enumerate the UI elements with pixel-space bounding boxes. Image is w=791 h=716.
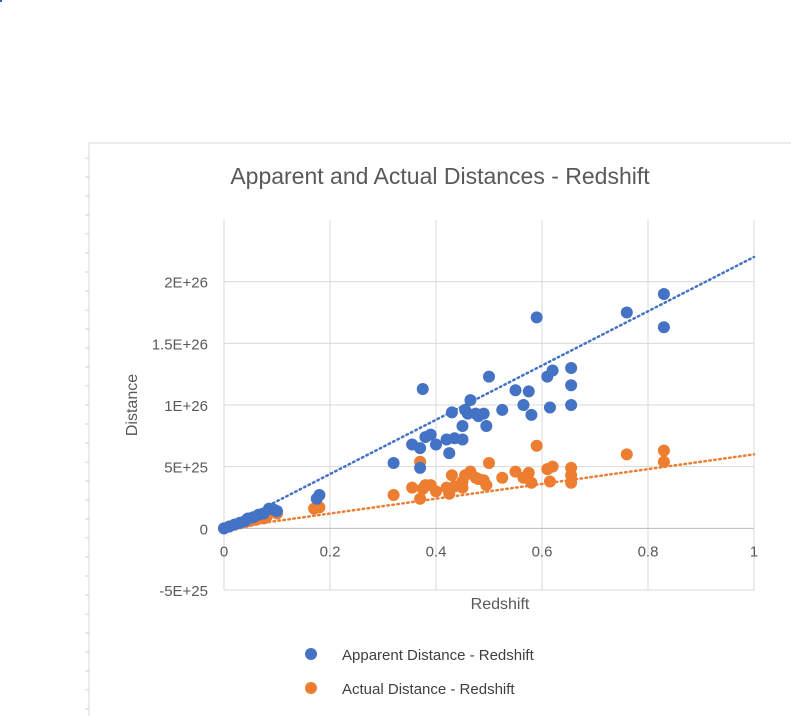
legend-swatch-actual	[305, 682, 317, 694]
data-point	[271, 505, 283, 518]
y-tick-label: 0	[200, 521, 208, 538]
x-axis-title: Redshift	[471, 596, 530, 613]
y-axis-tick-labels: -5E+25 0 5E+25 1E+26 1.5E+26 2E+26	[152, 275, 208, 600]
data-point	[530, 439, 543, 452]
data-point	[443, 447, 456, 460]
data-point	[657, 444, 670, 457]
data-point	[414, 442, 427, 455]
data-point	[525, 476, 538, 489]
x-tick-label: 0.2	[320, 543, 341, 560]
data-point	[430, 485, 442, 498]
corner-marker	[0, 0, 2, 2]
y-tick-label: 1E+26	[164, 398, 208, 415]
data-point	[313, 489, 326, 502]
data-point	[546, 460, 559, 473]
data-point	[406, 481, 419, 494]
legend-swatch-apparent	[305, 648, 317, 660]
x-axis-tick-labels: 0 0.2 0.4 0.6 0.8 1	[220, 543, 758, 560]
data-point	[480, 479, 493, 492]
data-point	[387, 489, 400, 502]
data-point	[456, 419, 469, 432]
y-tick-label: 1.5E+26	[152, 336, 208, 353]
data-point	[509, 384, 522, 397]
data-point	[525, 408, 538, 421]
data-point	[414, 492, 427, 505]
data-point	[543, 475, 556, 488]
data-point	[445, 469, 458, 482]
x-tick-label: 0.4	[426, 543, 447, 560]
y-axis-title: Distance	[124, 374, 141, 436]
trendline	[222, 255, 756, 530]
data-point	[496, 471, 509, 484]
data-point	[522, 466, 535, 479]
legend-item-apparent[interactable]: Apparent Distance - Redshift	[305, 647, 535, 664]
legend: Apparent Distance - Redshift Actual Dist…	[305, 647, 535, 698]
data-point	[496, 403, 509, 416]
chart-frame	[88, 142, 791, 716]
data-point	[445, 406, 458, 419]
data-point	[416, 382, 429, 395]
data-point	[543, 401, 556, 414]
data-point	[565, 476, 578, 489]
data-point	[565, 379, 578, 392]
data-point	[620, 448, 633, 461]
data-point	[430, 438, 442, 451]
data-point	[657, 455, 670, 468]
data-point	[387, 456, 400, 469]
data-point	[517, 399, 530, 411]
data-point	[464, 394, 477, 407]
data-point	[483, 456, 495, 469]
chart-title: Apparent and Actual Distances - Redshift	[230, 163, 650, 189]
data-points	[218, 288, 670, 535]
data-point	[456, 433, 469, 446]
data-point	[546, 364, 559, 377]
legend-item-actual[interactable]: Actual Distance - Redshift	[305, 681, 515, 698]
y-tick-label: 5E+25	[164, 460, 208, 477]
data-point	[483, 370, 495, 383]
legend-label-actual: Actual Distance - Redshift	[342, 681, 515, 698]
x-tick-label: 0	[220, 543, 228, 560]
data-point	[477, 407, 490, 420]
data-point	[657, 321, 670, 334]
data-point	[522, 385, 535, 398]
y-tick-label: 2E+26	[164, 275, 208, 292]
data-point	[530, 311, 543, 324]
data-point	[620, 306, 633, 319]
data-point	[565, 399, 578, 411]
data-point	[480, 419, 493, 432]
x-tick-label: 0.6	[532, 543, 553, 560]
legend-label-apparent: Apparent Distance - Redshift	[342, 647, 535, 664]
data-point	[414, 461, 427, 474]
x-tick-label: 1	[750, 543, 758, 560]
data-point	[565, 362, 578, 374]
frame-edge-ticks	[85, 157, 89, 710]
data-point	[424, 428, 437, 441]
data-point	[657, 288, 670, 300]
x-tick-label: 0.8	[638, 543, 659, 560]
y-tick-label: -5E+25	[159, 583, 208, 600]
